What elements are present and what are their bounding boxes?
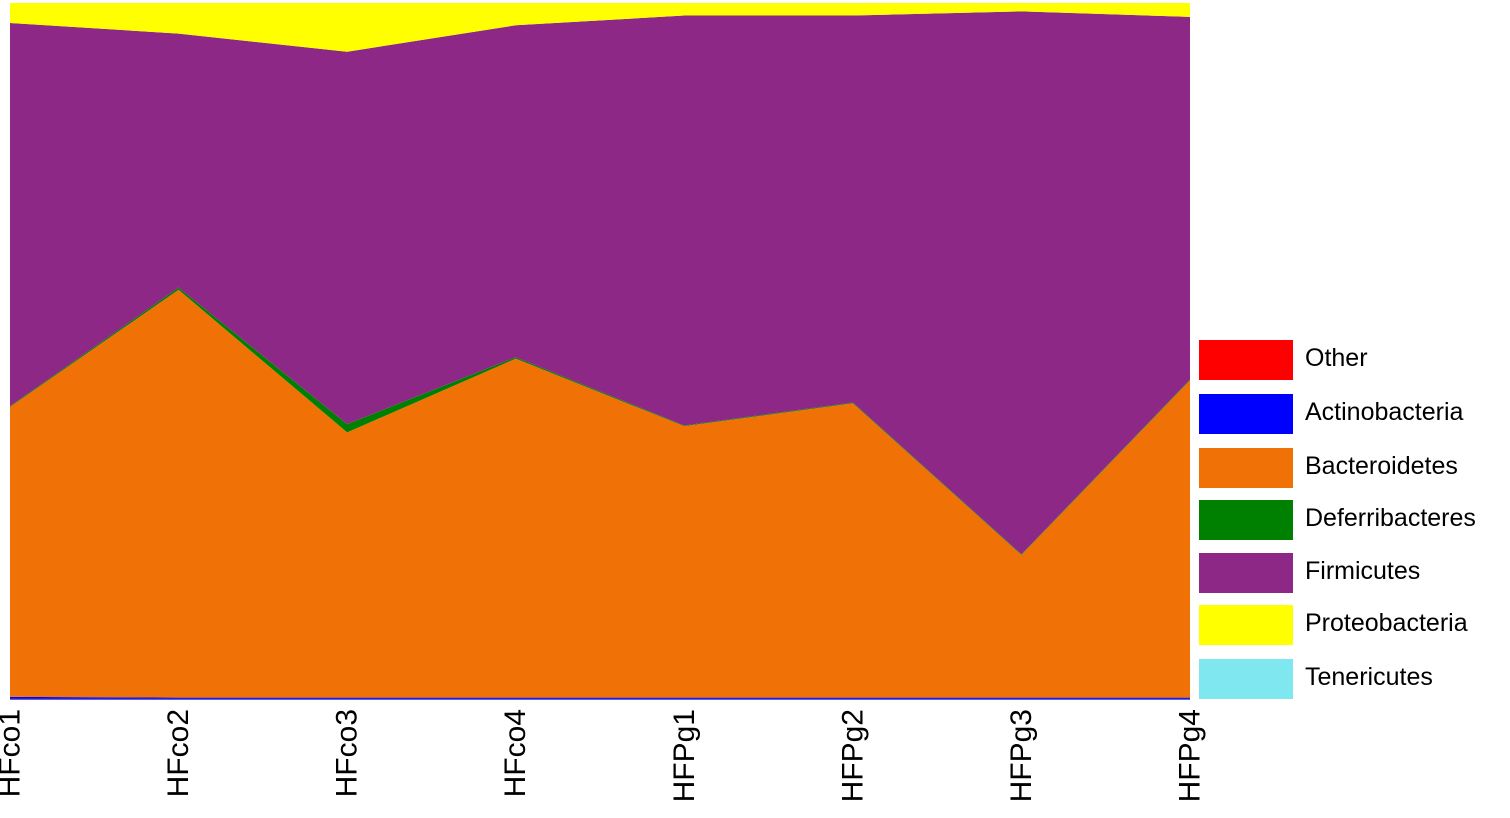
legend-label: Firmicutes	[1305, 557, 1421, 585]
x-axis-tick-labels: HFco1 HFco2 HFco3 HFco4 HFPg1 HFPg2 HFPg3 HFPg4	[0, 709, 1207, 802]
legend-label: Deferribacteres	[1305, 504, 1476, 532]
x-tick-label: HFco1	[0, 709, 27, 797]
legend-item: Actinobacteria	[1199, 394, 1510, 436]
legend-swatch	[1199, 448, 1293, 488]
legend-swatch	[1199, 394, 1293, 434]
legend-label: Bacteroidetes	[1305, 452, 1458, 480]
legend-label: Other	[1305, 344, 1368, 372]
legend-swatch	[1199, 500, 1293, 540]
legend-item: Deferribacteres	[1199, 500, 1510, 542]
area-series-proteobacteria	[10, 3, 1190, 52]
legend-swatch	[1199, 659, 1293, 699]
x-tick-label: HFPg4	[1174, 709, 1207, 802]
legend-label: Proteobacteria	[1305, 609, 1468, 637]
x-tick-label: HFco2	[162, 709, 195, 797]
area-series-layer	[10, 3, 1190, 700]
area-series-bacteroidetes	[10, 289, 1190, 698]
legend-swatch	[1199, 605, 1293, 645]
x-tick-label: HFco3	[331, 709, 364, 797]
chart-legend: Other Actinobacteria Bacteroidetes Deferrib…	[1199, 340, 1510, 700]
legend-label: Actinobacteria	[1305, 398, 1464, 426]
legend-item: Firmicutes	[1199, 553, 1510, 595]
legend-item: Tenericutes	[1199, 659, 1510, 701]
legend-swatch	[1199, 553, 1293, 593]
x-tick-label: HFPg3	[1005, 709, 1038, 802]
legend-item: Proteobacteria	[1199, 605, 1510, 647]
area-series-firmicutes	[10, 11, 1190, 555]
legend-swatch	[1199, 340, 1293, 380]
x-tick-label: HFPg2	[836, 709, 869, 802]
x-tick-label: HFPg1	[668, 709, 701, 802]
legend-label: Tenericutes	[1305, 663, 1433, 691]
legend-item: Bacteroidetes	[1199, 448, 1510, 490]
legend-item: Other	[1199, 340, 1510, 382]
x-tick-label: HFco4	[499, 709, 532, 797]
